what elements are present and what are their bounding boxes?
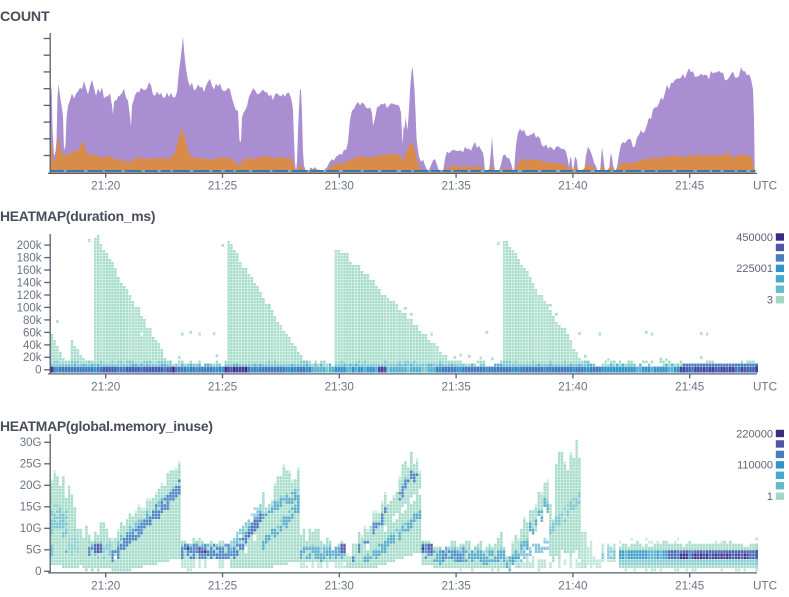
svg-text:HEATMAP(duration_ms): HEATMAP(duration_ms) bbox=[0, 208, 155, 224]
svg-text:21:40: 21:40 bbox=[558, 381, 588, 394]
svg-text:60k: 60k bbox=[23, 327, 42, 339]
svg-text:225001: 225001 bbox=[736, 263, 773, 275]
svg-text:21:45: 21:45 bbox=[675, 180, 705, 193]
svg-text:20G: 20G bbox=[20, 480, 42, 492]
svg-text:UTC: UTC bbox=[753, 580, 777, 593]
svg-text:30G: 30G bbox=[20, 437, 42, 449]
svg-text:UTC: UTC bbox=[753, 180, 777, 193]
svg-text:160k: 160k bbox=[17, 265, 42, 277]
svg-text:25G: 25G bbox=[20, 459, 42, 471]
svg-text:21:30: 21:30 bbox=[325, 381, 355, 394]
svg-text:0: 0 bbox=[35, 566, 41, 578]
svg-text:21:25: 21:25 bbox=[208, 180, 238, 193]
svg-text:200k: 200k bbox=[17, 240, 42, 252]
svg-text:0: 0 bbox=[35, 365, 41, 377]
svg-text:220000: 220000 bbox=[736, 428, 773, 440]
svg-text:COUNT: COUNT bbox=[0, 9, 50, 25]
svg-text:21:30: 21:30 bbox=[325, 580, 355, 593]
svg-text:1: 1 bbox=[767, 491, 773, 503]
svg-text:140k: 140k bbox=[17, 277, 42, 289]
svg-text:21:35: 21:35 bbox=[441, 381, 471, 394]
svg-text:21:35: 21:35 bbox=[441, 580, 471, 593]
svg-text:21:35: 21:35 bbox=[441, 180, 471, 193]
svg-text:HEATMAP(global.memory_inuse): HEATMAP(global.memory_inuse) bbox=[0, 418, 213, 434]
svg-text:21:40: 21:40 bbox=[558, 580, 588, 593]
svg-text:UTC: UTC bbox=[753, 381, 777, 394]
svg-text:15G: 15G bbox=[20, 502, 42, 514]
svg-text:21:20: 21:20 bbox=[91, 381, 121, 394]
svg-text:40k: 40k bbox=[23, 340, 42, 352]
svg-text:10G: 10G bbox=[20, 523, 42, 535]
svg-text:21:20: 21:20 bbox=[91, 180, 121, 193]
svg-text:21:40: 21:40 bbox=[558, 180, 588, 193]
svg-text:5G: 5G bbox=[26, 545, 41, 557]
svg-text:21:25: 21:25 bbox=[208, 381, 238, 394]
svg-text:21:45: 21:45 bbox=[675, 381, 705, 394]
svg-text:450000: 450000 bbox=[736, 232, 773, 244]
svg-text:21:25: 21:25 bbox=[208, 580, 238, 593]
svg-text:21:20: 21:20 bbox=[91, 580, 121, 593]
svg-text:3: 3 bbox=[767, 295, 773, 307]
svg-text:21:30: 21:30 bbox=[325, 180, 355, 193]
svg-text:110000: 110000 bbox=[737, 460, 773, 472]
svg-text:120k: 120k bbox=[17, 290, 42, 302]
svg-text:20k: 20k bbox=[23, 352, 42, 364]
svg-text:100k: 100k bbox=[17, 302, 42, 314]
svg-text:21:45: 21:45 bbox=[675, 580, 705, 593]
svg-text:180k: 180k bbox=[17, 253, 42, 265]
svg-text:80k: 80k bbox=[23, 315, 42, 327]
